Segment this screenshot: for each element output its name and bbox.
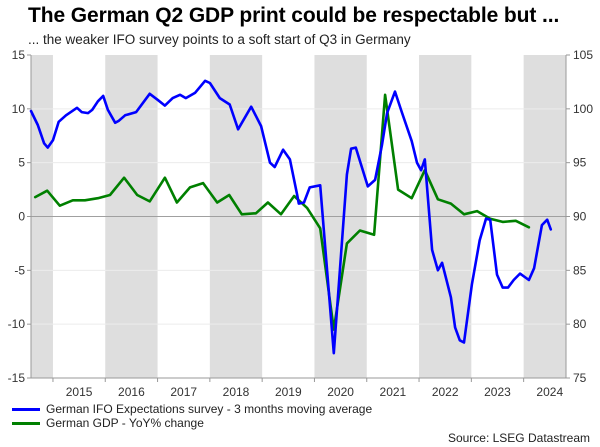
right-tick-label: 75 xyxy=(573,371,587,385)
x-tick-label: 2020 xyxy=(327,385,354,399)
series-lines xyxy=(29,79,553,355)
right-tick-label: 105 xyxy=(573,48,593,62)
left-tick-label: -15 xyxy=(8,371,26,385)
left-tick-label: 0 xyxy=(18,210,25,224)
right-tick-label: 100 xyxy=(573,102,593,116)
legend-item-gdp: German GDP - YoY% change xyxy=(12,416,372,430)
chart-subtitle: ... the weaker IFO survey points to a so… xyxy=(28,32,411,47)
legend-item-ifo: German IFO Expectations survey - 3 month… xyxy=(12,402,372,416)
x-tick-label: 2015 xyxy=(66,385,93,399)
x-tick-label: 2022 xyxy=(432,385,459,399)
legend-swatch-ifo xyxy=(12,407,40,411)
legend: German IFO Expectations survey - 3 month… xyxy=(12,402,372,430)
x-tick-label: 2021 xyxy=(380,385,407,399)
legend-label-gdp: German GDP - YoY% change xyxy=(46,416,204,430)
left-tick-label: 15 xyxy=(12,48,26,62)
left-tick-label: 10 xyxy=(12,102,26,116)
gridlines xyxy=(31,108,566,325)
left-tick-label: -10 xyxy=(8,317,26,331)
source-note: Source: LSEG Datastream xyxy=(447,431,590,445)
right-tick-label: 85 xyxy=(573,263,587,277)
right-tick-label: 95 xyxy=(573,156,587,170)
x-tick-label: 2017 xyxy=(170,385,197,399)
ifo-expectations-line xyxy=(29,79,553,355)
x-tick-label: 2023 xyxy=(484,385,511,399)
left-tick-label: -5 xyxy=(14,263,25,277)
gdp-yoy-line xyxy=(33,93,531,331)
x-tick-label: 2024 xyxy=(536,385,563,399)
chart-title: The German Q2 GDP print could be respect… xyxy=(28,4,560,27)
x-tick-label: 2019 xyxy=(275,385,302,399)
right-tick-label: 80 xyxy=(573,317,587,331)
right-tick-label: 90 xyxy=(573,210,587,224)
legend-swatch-gdp xyxy=(12,421,40,425)
left-tick-label: 5 xyxy=(18,156,25,170)
x-tick-label: 2016 xyxy=(118,385,145,399)
legend-label-ifo: German IFO Expectations survey - 3 month… xyxy=(46,402,373,416)
x-tick-label: 2018 xyxy=(223,385,250,399)
